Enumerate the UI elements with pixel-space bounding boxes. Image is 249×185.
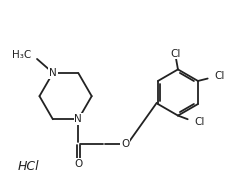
- Text: Cl: Cl: [194, 117, 205, 127]
- Text: O: O: [121, 139, 129, 149]
- Text: N: N: [74, 114, 82, 124]
- Text: H₃C: H₃C: [12, 50, 31, 60]
- Text: HCl: HCl: [18, 160, 39, 173]
- Text: N: N: [49, 68, 57, 78]
- Text: Cl: Cl: [170, 49, 181, 59]
- Text: O: O: [74, 159, 82, 169]
- Text: Cl: Cl: [214, 71, 225, 81]
